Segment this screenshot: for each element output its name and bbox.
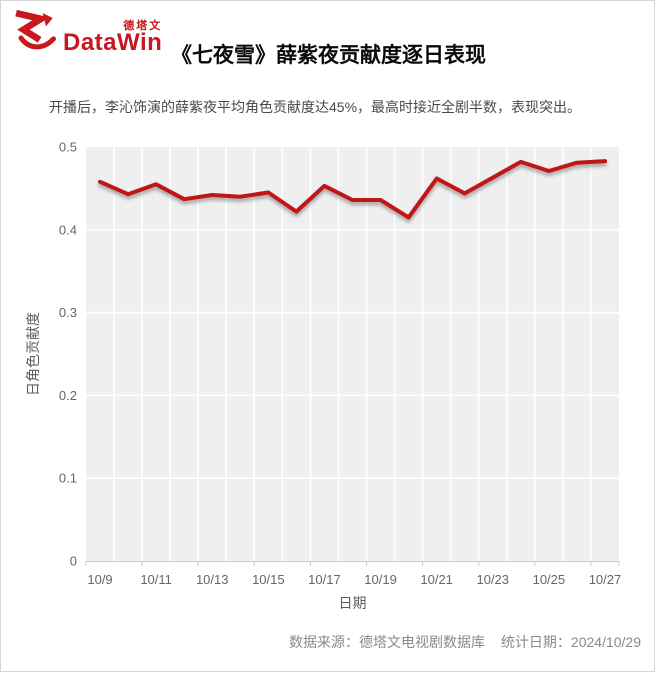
- brand-name-english: DataWin: [63, 29, 163, 56]
- y-axis-title: 日角色贡献度: [25, 312, 41, 396]
- y-tick-label: 0.4: [59, 222, 77, 237]
- chart-container: 0 0.1 0.2 0.3 0.4 0.5 10/9 10/11 10/13 10/15 10/17…: [1, 131, 654, 626]
- report-footer: 数据来源：德塔文电视剧数据库 统计日期：2024/10/29: [289, 632, 641, 652]
- y-tick-label: 0: [70, 554, 77, 569]
- x-tick-label: 10/13: [196, 572, 229, 587]
- chart-description: 开播后，李沁饰演的薛紫夜平均角色贡献度达45%，最高时接近全剧半数，表现突出。: [49, 99, 582, 115]
- x-axis-title: 日期: [339, 595, 367, 611]
- datawin-logo-text: 德塔文 DataWin: [63, 17, 162, 59]
- stat-date: 统计日期：2024/10/29: [500, 634, 641, 650]
- x-tick-label: 10/25: [533, 572, 566, 587]
- contribution-line-chart: 0 0.1 0.2 0.3 0.4 0.5 10/9 10/11 10/13 10/15 10/17…: [25, 140, 622, 612]
- x-tick-label: 10/9: [87, 572, 112, 587]
- page-title: 《七夜雪》薛紫夜贡献度逐日表现: [171, 44, 486, 67]
- x-tick-label: 10/21: [420, 572, 453, 587]
- x-tick-label: 10/11: [140, 572, 172, 587]
- x-tick-label: 10/15: [252, 572, 285, 587]
- datawin-logo: 德塔文 DataWin: [11, 7, 162, 59]
- x-tick-label: 10/17: [308, 572, 341, 587]
- y-tick-label: 0.2: [59, 388, 77, 403]
- y-tick-label: 0.3: [59, 305, 77, 320]
- plot-area: [86, 147, 619, 561]
- x-tick-label: 10/23: [476, 572, 509, 587]
- data-source: 数据来源：德塔文电视剧数据库: [289, 634, 486, 650]
- x-tick-label: 10/27: [589, 572, 622, 587]
- y-tick-label: 0.1: [59, 471, 77, 486]
- contribution-line: [98, 159, 607, 220]
- brand-name-chinese: 德塔文: [123, 20, 163, 32]
- y-tick-label: 0.5: [59, 140, 77, 155]
- datawin-logo-icon: [15, 9, 56, 50]
- x-tick-label: 10/19: [364, 572, 397, 587]
